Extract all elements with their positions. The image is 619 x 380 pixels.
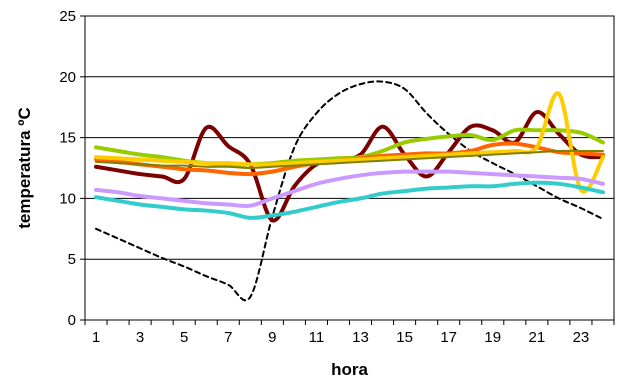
series-line-6 [95,149,604,169]
x-tick-label: 13 [352,329,369,346]
series-line-7 [94,169,605,208]
series-line-1 [95,80,604,302]
axes [80,15,615,325]
x-tick-label: 5 [180,329,188,346]
x-tick-label: 3 [136,329,144,346]
x-tick-label: 11 [309,329,325,346]
y-tick-label: 10 [59,190,76,207]
y-axis-title: temperatura ºC [15,107,34,228]
y-tick-label: 20 [59,69,76,86]
x-tick-label: 23 [573,329,590,346]
x-tick-label: 21 [529,329,546,346]
y-tick-label: 15 [59,130,76,147]
grid-lines [85,15,614,260]
x-tick-label: 1 [92,329,100,346]
x-tick-label: 15 [396,329,413,346]
x-tick-label: 7 [224,329,232,346]
y-tick-label: 0 [68,312,76,329]
series-line-8 [94,180,605,220]
x-tick-label: 9 [268,329,276,346]
y-tick-label: 5 [68,251,76,268]
y-tick-label: 25 [59,8,76,25]
series-lines [94,80,605,302]
x-tick-label: 19 [484,329,501,346]
x-tick-label: 17 [440,329,457,346]
x-axis-title: hora [331,360,368,379]
